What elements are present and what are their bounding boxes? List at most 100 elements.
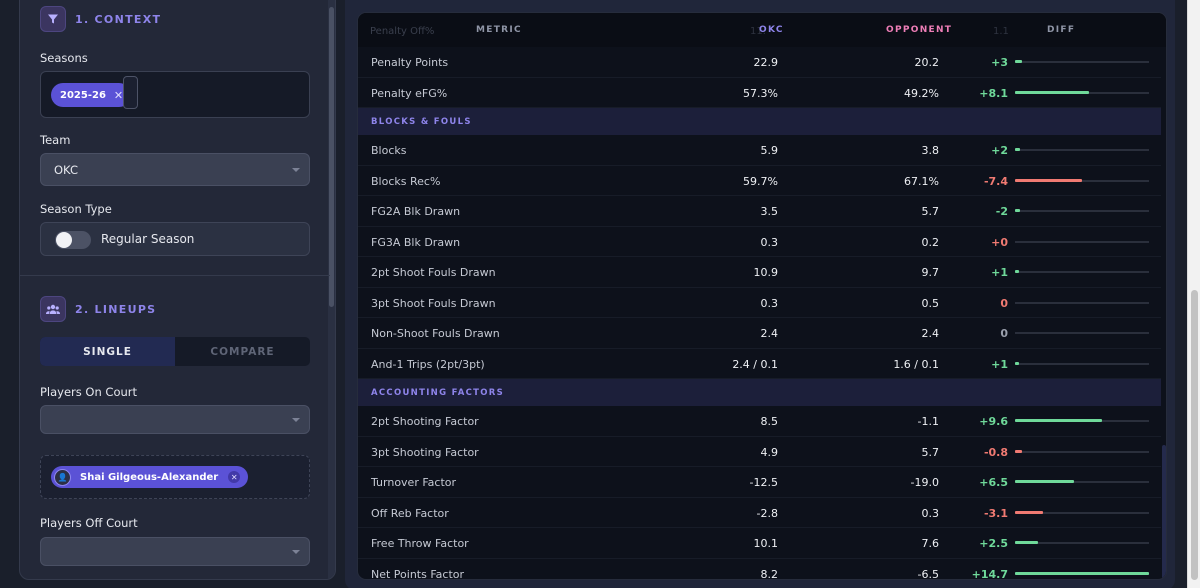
metric-name: Penalty Points [371, 56, 449, 69]
players-off-select[interactable] [40, 537, 310, 566]
metric-name: Blocks Rec% [371, 174, 441, 188]
players-on-label: Players On Court [40, 385, 138, 399]
sidebar-scroll-thumb[interactable] [329, 7, 334, 307]
metric-name: Off Reb Factor [371, 506, 449, 520]
lineup-mode-toggle: SINGLE COMPARE [40, 337, 310, 366]
team-select-value: OKC [54, 163, 78, 177]
okc-value: -2.8 [756, 506, 778, 520]
opponent-value: 7.6 [921, 537, 940, 550]
header-okc: OKC [759, 25, 784, 35]
table-row: And-1 Trips (2pt/3pt) 2.4 / 0.1 1.6 / 0.1 +… [358, 349, 1166, 379]
okc-value: 4.9 [760, 445, 779, 459]
diff-value: +2.5 [979, 537, 1008, 550]
diff-bar-track [1015, 510, 1149, 514]
table-row: Free Throw Factor 10.1 7.6 +2.5 [358, 528, 1166, 559]
seasons-input[interactable] [123, 76, 138, 109]
seasons-label: Seasons [40, 51, 88, 65]
opponent-value: 20.2 [914, 56, 940, 69]
players-on-select[interactable] [40, 405, 310, 434]
metric-name: Penalty eFG% [371, 86, 448, 100]
metric-name: Blocks [371, 144, 407, 157]
diff-value: +8.1 [979, 86, 1008, 100]
opponent-value: 0.5 [921, 296, 940, 310]
table-row: 2pt Shoot Fouls Drawn 10.9 9.7 +1 [358, 257, 1166, 288]
diff-bar-fill [1015, 571, 1149, 575]
okc-value: 8.2 [760, 567, 779, 580]
diff-bar-fill [1015, 178, 1082, 182]
diff-bar-track [1015, 148, 1149, 151]
metric-name: Free Throw Factor [371, 537, 469, 550]
player-chip-label: Shai Gilgeous-Alexander [80, 471, 219, 483]
diff-bar-track [1015, 90, 1149, 94]
stats-table-panel: Penalty Off% 11. 1.1 METRIC OKC OPPONENT… [357, 12, 1167, 580]
sidebar-scrollbar[interactable] [328, 0, 335, 579]
opponent-value: 0.2 [921, 235, 940, 249]
chevron-down-icon [292, 168, 300, 172]
diff-value: +1 [991, 357, 1008, 371]
diff-value: -0.8 [983, 445, 1008, 459]
okc-value: 10.1 [753, 537, 779, 550]
table-row: 3pt Shooting Factor 4.9 5.7 -0.8 [358, 437, 1166, 467]
table-scroll-thumb[interactable] [1162, 445, 1166, 579]
diff-value: +9.6 [979, 415, 1008, 428]
team-label: Team [40, 133, 71, 147]
diff-bar-fill [1015, 510, 1044, 514]
diff-bar-track [1015, 301, 1149, 304]
opponent-value: -19.0 [910, 476, 939, 489]
diff-bar-track [1015, 480, 1149, 483]
sidebar: 1. CONTEXT Seasons 2025-26 ✕ Team OKC Se… [19, 0, 336, 580]
okc-value: 10.9 [753, 266, 779, 279]
diff-bar-track [1015, 541, 1149, 544]
okc-value: 8.5 [760, 415, 779, 428]
diff-bar-fill [1015, 361, 1019, 365]
okc-value: 2.4 / 0.1 [732, 357, 778, 371]
table-scrollbar[interactable] [1161, 13, 1166, 579]
page-scrollbar[interactable] [1187, 0, 1200, 588]
chevron-down-icon [292, 550, 300, 554]
opponent-value: -6.5 [917, 567, 939, 580]
opponent-value: 0.3 [921, 506, 940, 520]
metric-name: 3pt Shooting Factor [371, 445, 479, 459]
compare-mode-button[interactable]: COMPARE [210, 345, 275, 358]
table-row: Penalty Points 22.9 20.2 +3 [358, 47, 1166, 78]
diff-bar-track [1015, 178, 1149, 182]
diff-value: +0 [991, 235, 1008, 249]
diff-value: -7.4 [983, 174, 1008, 188]
diff-bar-track [1015, 270, 1149, 273]
diff-bar-track [1015, 419, 1149, 422]
seasons-multiselect[interactable]: 2025-26 ✕ [40, 71, 310, 118]
diff-value: -2 [995, 205, 1008, 218]
okc-value: 22.9 [753, 56, 779, 69]
scrolled-row-ghost-okc: 11. [750, 26, 766, 37]
table-row: Penalty eFG% 57.3% 49.2% +8.1 [358, 78, 1166, 108]
opponent-value: 3.8 [921, 144, 940, 157]
season-chip[interactable]: 2025-26 ✕ [51, 83, 132, 107]
table-row: Blocks Rec% 59.7% 67.1% -7.4 [358, 166, 1166, 196]
table-row: 2pt Shooting Factor 8.5 -1.1 +9.6 [358, 406, 1166, 437]
single-mode-button[interactable]: SINGLE [40, 337, 175, 366]
okc-value: 59.7% [743, 174, 778, 188]
page-scroll-thumb[interactable] [1191, 290, 1198, 580]
group-label: BLOCKS & FOULS [371, 117, 472, 127]
table-row: 3pt Shoot Fouls Drawn 0.3 0.5 0 [358, 288, 1166, 318]
remove-player-icon[interactable]: ✕ [228, 471, 241, 483]
metric-name: FG2A Blk Drawn [371, 205, 461, 218]
table-row: FG3A Blk Drawn 0.3 0.2 +0 [358, 227, 1166, 257]
remove-season-icon[interactable]: ✕ [113, 88, 124, 102]
okc-value: 2.4 [760, 327, 779, 340]
diff-bar-fill [1015, 270, 1019, 273]
diff-bar-track [1015, 332, 1149, 334]
opponent-value: 67.1% [904, 174, 939, 188]
okc-value: 5.9 [760, 144, 779, 157]
section-divider [20, 275, 330, 276]
group-header-accounting-factors: ACCOUNTING FACTORS [358, 379, 1166, 406]
okc-value: 0.3 [760, 235, 779, 249]
diff-value: +6.5 [979, 476, 1008, 489]
table-row: Off Reb Factor -2.8 0.3 -3.1 [358, 498, 1166, 528]
table-row: Net Points Factor 8.2 -6.5 +14.7 [358, 559, 1166, 580]
opponent-value: 2.4 [921, 327, 940, 340]
metric-name: 2pt Shooting Factor [371, 415, 479, 428]
season-type-toggle[interactable] [55, 231, 91, 249]
team-select[interactable]: OKC [40, 153, 310, 186]
player-chip[interactable]: 👤 Shai Gilgeous-Alexander ✕ [51, 466, 249, 488]
